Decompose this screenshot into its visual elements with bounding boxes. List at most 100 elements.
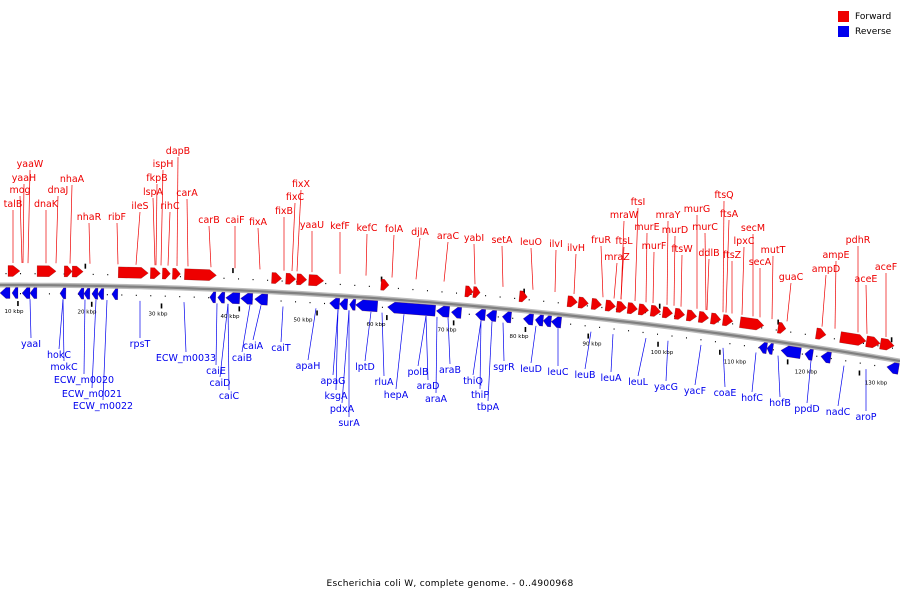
gene-label: ribF: [108, 212, 126, 223]
gene-label: ftsZ: [723, 250, 742, 261]
scale-label: 70 kbp: [438, 328, 457, 334]
gene-leader-line: [472, 320, 482, 376]
forward-gene-arrow: [577, 296, 589, 309]
gene-label: djlA: [411, 227, 429, 238]
forward-gene-arrow: [839, 331, 867, 346]
gene-label: ftsA: [720, 209, 739, 220]
minor-tick: [499, 296, 501, 298]
gene-label: rihC: [160, 201, 180, 212]
gene-label: surA: [338, 418, 360, 429]
gene-label: aroP: [855, 412, 876, 423]
forward-gene-arrow: [686, 309, 697, 322]
major-tick: [90, 301, 93, 307]
minor-tick: [456, 292, 458, 294]
gene-label: fixA: [249, 217, 268, 228]
minor-tick: [497, 316, 499, 318]
forward-gene-arrow: [626, 302, 638, 314]
gene-leader-line: [186, 198, 189, 267]
gene-label: kefF: [330, 221, 350, 232]
forward-gene-arrow: [865, 335, 881, 348]
reverse-gene-arrow: [451, 307, 462, 319]
minor-tick: [543, 300, 545, 302]
gene-leader-line: [834, 260, 837, 329]
minor-tick: [281, 280, 283, 282]
gene-label: setA: [491, 235, 513, 246]
forward-gene-arrow: [118, 266, 149, 279]
minor-tick: [584, 325, 586, 327]
minor-tick: [368, 285, 370, 287]
forward-gene-arrow: [710, 312, 722, 325]
gene-leader-line: [176, 156, 179, 266]
reverse-gene-arrow: [83, 288, 91, 300]
reverse-gene-arrow: [535, 314, 544, 327]
major-tick: [523, 288, 525, 294]
gene-leader-line: [821, 274, 827, 327]
minor-tick: [804, 333, 806, 335]
gene-leader-line: [584, 331, 592, 370]
gene-label: ileS: [131, 201, 148, 212]
gene-label: talB: [4, 199, 23, 210]
forward-gene-arrow: [464, 285, 474, 298]
forward-gene-arrow: [604, 299, 616, 312]
gene-leader-line: [27, 169, 31, 264]
gene-label: leuD: [520, 364, 542, 375]
reverse-gene-arrow: [502, 311, 512, 324]
gene-label: hokC: [47, 350, 71, 361]
gene-leader-line: [88, 222, 91, 264]
gene-label: caiF: [225, 215, 244, 226]
minor-tick: [586, 305, 588, 307]
forward-gene-arrow: [308, 274, 324, 287]
major-tick: [17, 301, 19, 307]
minor-tick: [107, 274, 109, 276]
forward-gene-arrow: [64, 265, 73, 277]
gene-label: ftsI: [631, 197, 646, 208]
gene-leader-line: [741, 246, 745, 315]
gene-label: rpsT: [130, 339, 151, 350]
reverse-gene-arrow: [91, 288, 99, 300]
gene-label: tbpA: [477, 402, 500, 413]
reverse-gene-arrow: [355, 299, 378, 312]
gene-label: lpxC: [734, 236, 755, 247]
forward-gene-arrow: [637, 303, 649, 316]
gene-label: apaH: [296, 361, 321, 372]
gene-label: coaE: [714, 388, 737, 399]
major-tick: [316, 310, 318, 316]
reverse-gene-arrow: [758, 342, 768, 354]
minor-tick: [557, 302, 559, 304]
gene-leader-line: [91, 299, 97, 389]
gene-label: fixC: [286, 192, 305, 203]
gene-label: kefC: [357, 223, 378, 234]
gene-label: guaC: [779, 272, 804, 283]
gene-label: hepA: [384, 390, 409, 401]
gene-label: mraY: [656, 210, 681, 221]
forward-gene-arrow: [380, 279, 390, 291]
minor-tick: [354, 284, 356, 286]
reverse-gene-arrow: [97, 288, 105, 300]
gene-leader-line: [634, 207, 639, 301]
reverse-gene-arrow: [486, 310, 497, 322]
forward-gene-arrow: [815, 327, 827, 340]
major-tick: [719, 349, 721, 355]
minor-tick: [164, 295, 166, 297]
gene-label: yacG: [654, 382, 678, 393]
scale-label: 20 kbp: [78, 310, 97, 316]
gene-leader-line: [554, 249, 557, 293]
gene-label: thiP: [471, 390, 489, 401]
gene-label: murG: [684, 204, 711, 215]
forward-gene-arrow: [777, 322, 787, 334]
forward-gene-arrow: [36, 265, 57, 277]
minor-tick: [570, 323, 572, 325]
minor-tick: [121, 294, 123, 296]
gene-label: apaG: [320, 376, 345, 387]
gene-label: ilvH: [567, 243, 585, 254]
gene-label: hofC: [741, 393, 763, 404]
minor-tick: [34, 273, 36, 275]
minor-tick: [19, 293, 21, 295]
gene-label: araB: [439, 365, 461, 376]
minor-tick: [772, 349, 774, 351]
forward-gene-arrow: [518, 290, 528, 303]
gene-label: yaaH: [12, 173, 36, 184]
gene-leader-line: [296, 189, 302, 272]
forward-gene-arrow: [590, 298, 602, 310]
